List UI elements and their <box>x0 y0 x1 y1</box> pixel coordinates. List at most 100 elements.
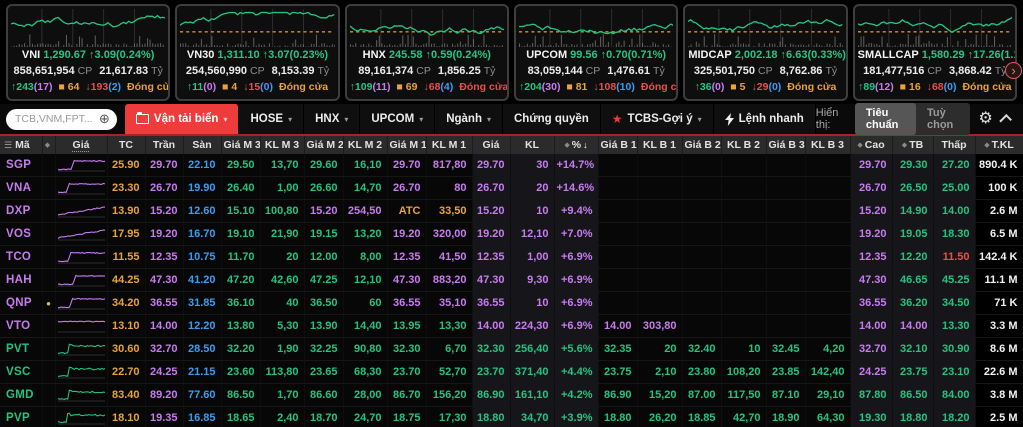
cell: 16.85 <box>183 406 222 427</box>
tab-tcbs-goi-y[interactable]: ★ TCBS-Gợi ý ▾ <box>600 104 714 134</box>
ticker-symbol[interactable]: QNP <box>0 291 43 315</box>
search-input[interactable] <box>13 112 99 126</box>
floor-count: (2) <box>108 81 122 93</box>
cell: 18.90 <box>766 406 806 427</box>
menu-icon: ☰ <box>4 140 13 150</box>
table-row-vna[interactable]: VNA 23.30 26.70 19.90 26.40 1,00 26.60 14,70 26.… <box>0 176 1023 200</box>
column-header-label: Mã <box>15 139 30 151</box>
table-row-sgp[interactable]: SGP 25.90 29.70 22.10 29.50 13,70 29.60 16,10 29… <box>0 154 1023 177</box>
table-row-vos[interactable]: VOS 17.95 19.20 16.70 19.10 21,90 19.15 13,20 19… <box>0 222 1023 246</box>
column-header-mã[interactable]: ☰ Mã <box>0 136 43 154</box>
column-header-klb1[interactable]: KL B 1 <box>637 136 683 154</box>
cell <box>682 268 722 292</box>
tab-lenh-nhanh[interactable]: Lệnh nhanh <box>713 104 816 134</box>
ticker-symbol[interactable]: TCO <box>0 245 43 269</box>
column-header-klm3[interactable]: KL M 3 <box>260 136 305 154</box>
column-header-label: Giá <box>482 139 500 151</box>
cell: 113,80 <box>260 360 305 384</box>
cell: 14.00 <box>933 199 976 223</box>
ticker-symbol[interactable]: VNA <box>0 176 43 200</box>
tab-van-tai-bien[interactable]: Vận tải biển ▾ <box>124 104 240 134</box>
column-header-klm1[interactable]: KL M 1 <box>426 136 473 154</box>
sparkline-cell <box>55 222 108 246</box>
column-header-giáb2[interactable]: Giá B 2 <box>682 136 722 154</box>
table-row-pvp[interactable]: PVP 18.10 19.35 16.85 18.65 2,40 18.70 24,70 18.… <box>0 406 1023 427</box>
table-row-qnp[interactable]: QNP ● 34.20 36.55 31.85 36.10 40 36.50 60 36.55 35… <box>0 291 1023 315</box>
tab-hose[interactable]: HOSE ▾ <box>239 104 305 134</box>
index-panel-upcom[interactable]: UPCOM 99.56 ↑0.70(0.71%) 83,059,144 CP 1,476… <box>513 4 679 101</box>
column-header-klb3[interactable]: KL B 3 <box>805 136 851 154</box>
display-option-0[interactable]: Tiêu chuẩn <box>854 103 916 135</box>
add-ticker-icon[interactable]: ⊕ <box>99 111 110 126</box>
tab-nganh[interactable]: Ngành ▾ <box>435 104 503 134</box>
column-header-tb[interactable]: ◆ TB <box>892 136 934 154</box>
column-header-tkl[interactable]: ◆ T.KL <box>975 136 1023 154</box>
column-header-label: KL B 1 <box>642 139 677 151</box>
table-row-vto[interactable]: VTO 13.10 14.00 12.20 13.80 5,30 13.90 14,40 13.… <box>0 314 1023 338</box>
column-header-kl[interactable]: KL <box>510 136 555 154</box>
sparkline-cell <box>55 176 108 200</box>
column-header-giám3[interactable]: Giá M 3 <box>221 136 261 154</box>
cell <box>598 291 638 315</box>
index-panel-midcap[interactable]: MIDCAP 2,002.18 ↑6.63(0.33%) 325,501,750 CP… <box>683 4 848 101</box>
tab-chung-quyen[interactable]: Chứng quyền <box>503 104 601 134</box>
index-panel-hnx[interactable]: HNX 245.58 ↑0.59(0.24%) 89,161,374 CP 1,856.… <box>344 4 509 101</box>
table-row-gmd[interactable]: GMD 83.40 89.20 77.60 86.50 1,70 86.60 28,00 86.… <box>0 383 1023 407</box>
column-header-giáb3[interactable]: Giá B 3 <box>766 136 806 154</box>
column-header-klm2[interactable]: KL M 2 <box>343 136 388 154</box>
ticker-symbol[interactable]: SGP <box>0 154 43 177</box>
floor-count: (0) <box>768 81 782 93</box>
cell: 29.60 <box>304 154 344 177</box>
ticker-symbol[interactable]: PVP <box>0 406 43 427</box>
cell: 32.40 <box>682 337 722 361</box>
column-header-thấp[interactable]: Thấp <box>933 136 976 154</box>
ticker-symbol[interactable]: DXP <box>0 199 43 223</box>
display-option-1[interactable]: Tuỳ chọn <box>927 107 954 131</box>
gear-icon[interactable]: ⚙ <box>978 110 993 127</box>
column-header-14[interactable]: ◆% ↓ <box>554 136 599 154</box>
table-row-hah[interactable]: HAH 44.25 47.30 41.20 47.20 42,60 47.25 12,10 47… <box>0 268 1023 292</box>
decliners: ↓68 <box>423 81 441 93</box>
column-header-tc[interactable]: TC <box>107 136 146 154</box>
cell <box>766 314 806 338</box>
ticker-symbol[interactable]: GMD <box>0 383 43 407</box>
column-header-giám2[interactable]: Giá M 2 <box>304 136 344 154</box>
price-sparkline <box>57 182 105 194</box>
column-header-giá[interactable]: Giá <box>55 136 108 154</box>
column-header-klb2[interactable]: KL B 2 <box>721 136 767 154</box>
ticker-symbol[interactable]: VTO <box>0 314 43 338</box>
charts-next-button[interactable]: › <box>1005 62 1022 79</box>
column-header-icon[interactable]: ◆ <box>42 136 56 154</box>
display-label: Hiển thị: <box>815 107 839 131</box>
tab-hnx[interactable]: HNX ▾ <box>304 104 361 134</box>
ticker-symbol[interactable]: HAH <box>0 268 43 292</box>
index-volume: 89,161,374 <box>358 65 414 77</box>
ticker-search[interactable]: ⊕ <box>6 108 117 130</box>
cell: 100 K <box>975 176 1023 200</box>
ticker-symbol[interactable]: VOS <box>0 222 43 246</box>
cell <box>598 245 638 269</box>
index-panel-vni[interactable]: VNI 1,290.67 ↑3.09(0.24%) 858,651,954 CP 21,… <box>6 4 171 101</box>
column-header-sàn[interactable]: Sàn <box>183 136 222 154</box>
table-row-dxp[interactable]: DXP 13.90 15.20 12.60 15.10 100,80 15.20 254,50… <box>0 199 1023 223</box>
table-row-pvt[interactable]: PVT 30.60 32.70 28.50 32.20 1,90 32.25 90,80 32.… <box>0 337 1023 361</box>
ticker-symbol[interactable]: VSC <box>0 360 43 384</box>
column-header-giám1[interactable]: Giá M 1 <box>387 136 427 154</box>
table-row-vsc[interactable]: VSC 22.70 24.25 21.15 23.60 113,80 23.65 68,30 2… <box>0 360 1023 384</box>
ticker-symbol[interactable]: PVT <box>0 337 43 361</box>
cell: 371,40 <box>510 360 555 384</box>
sparkline-cell <box>55 360 108 384</box>
column-header-giáb1[interactable]: Giá B 1 <box>598 136 638 154</box>
cell: 24.25 <box>850 360 893 384</box>
cell: 47.25 <box>304 268 344 292</box>
collapse-charts-icon[interactable] <box>999 113 1012 127</box>
column-header-giá[interactable]: Giá <box>472 136 511 154</box>
tab-upcom[interactable]: UPCOM ▾ <box>360 104 436 134</box>
column-header-trần[interactable]: Trần <box>145 136 184 154</box>
index-charts-row: VNI 1,290.67 ↑3.09(0.24%) 858,651,954 CP 21,… <box>0 0 1023 104</box>
cell: 47.30 <box>387 268 427 292</box>
table-row-tco[interactable]: TCO 11.55 12.35 10.75 11.70 20 12.00 8,00 12.35 4… <box>0 245 1023 269</box>
column-header-cao[interactable]: ◆ Cao <box>850 136 893 154</box>
index-panel-vn30[interactable]: VN30 1,311.10 ↑3.07(0.23%) 254,560,990 CP 8,… <box>175 4 340 101</box>
